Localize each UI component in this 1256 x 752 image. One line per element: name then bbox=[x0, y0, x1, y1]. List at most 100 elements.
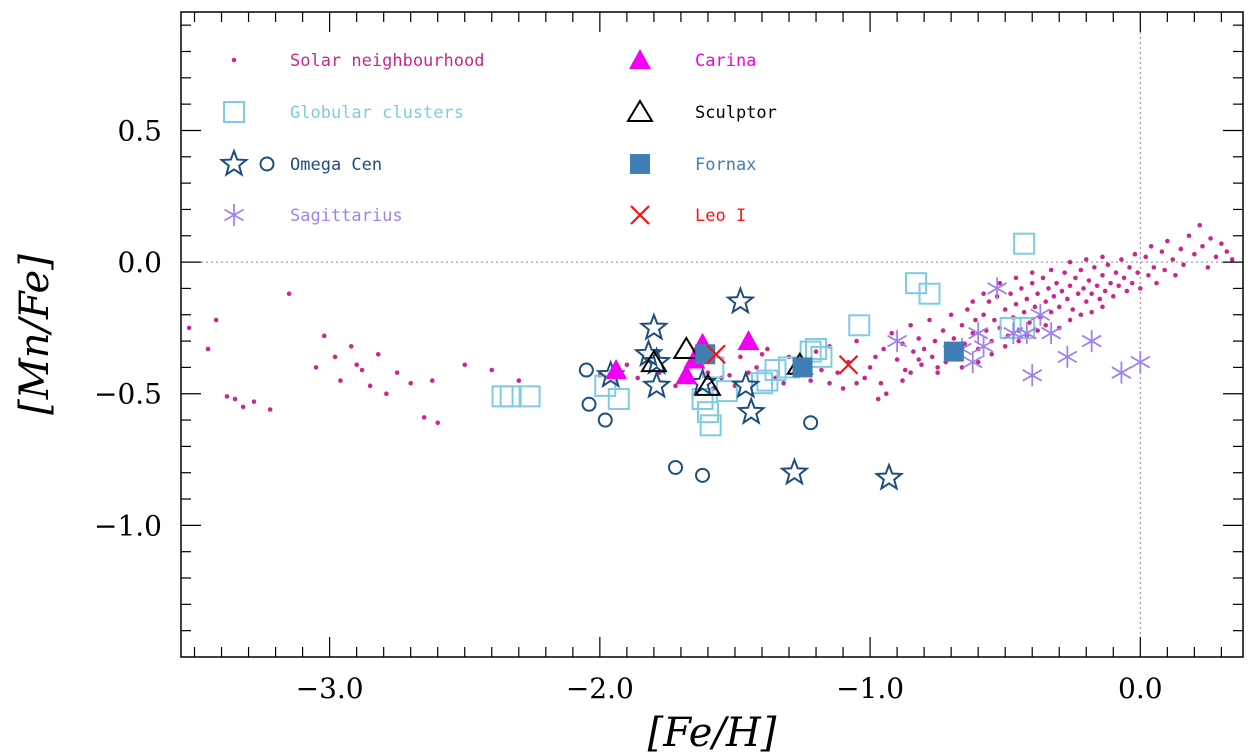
data-series bbox=[187, 223, 1235, 489]
legend-item: Fornax bbox=[630, 154, 756, 175]
legend-item: Leo I bbox=[631, 206, 746, 226]
data-point bbox=[1073, 276, 1078, 281]
data-point bbox=[1133, 252, 1138, 257]
data-point bbox=[1079, 268, 1084, 273]
data-point bbox=[1022, 310, 1027, 315]
data-point bbox=[493, 386, 513, 406]
data-point bbox=[1035, 328, 1040, 333]
x-tick-label: 0.0 bbox=[1118, 672, 1163, 705]
data-point bbox=[997, 281, 1002, 286]
data-point bbox=[981, 291, 986, 296]
data-point bbox=[1111, 294, 1116, 299]
legend-item: Sagittarius bbox=[224, 204, 402, 226]
legend: Solar neighbourhood Globular clusters Omeg… bbox=[222, 49, 777, 226]
data-point bbox=[1041, 276, 1046, 281]
x-tick-label: −3.0 bbox=[296, 672, 364, 705]
data-point bbox=[881, 347, 886, 352]
data-point bbox=[1214, 255, 1219, 260]
data-point bbox=[960, 323, 965, 328]
data-point bbox=[1179, 247, 1184, 252]
data-point bbox=[1057, 305, 1062, 310]
data-point bbox=[1049, 310, 1054, 315]
data-point bbox=[879, 381, 884, 386]
data-point bbox=[1154, 281, 1159, 286]
data-point bbox=[1062, 270, 1067, 275]
data-point bbox=[206, 347, 211, 352]
data-point bbox=[1116, 283, 1121, 288]
data-point bbox=[1100, 255, 1105, 260]
data-point bbox=[1114, 270, 1119, 275]
data-point bbox=[1219, 241, 1224, 246]
legend-label: Fornax bbox=[695, 155, 756, 175]
data-point bbox=[1043, 299, 1048, 304]
data-point bbox=[738, 355, 743, 360]
data-point bbox=[1197, 223, 1202, 228]
data-point bbox=[1112, 362, 1131, 384]
data-point bbox=[252, 399, 257, 404]
data-point bbox=[916, 357, 921, 362]
data-point bbox=[1068, 318, 1073, 323]
data-point bbox=[952, 336, 957, 341]
legend-marker-icon bbox=[629, 49, 651, 69]
data-point bbox=[1079, 312, 1084, 317]
data-point bbox=[1106, 262, 1111, 267]
data-point bbox=[1165, 239, 1170, 244]
data-point bbox=[1206, 265, 1211, 270]
x-axis-label: [Fe/H] bbox=[648, 710, 777, 752]
data-point bbox=[808, 378, 813, 383]
data-point bbox=[737, 330, 759, 350]
data-point bbox=[873, 355, 878, 360]
data-point bbox=[599, 414, 612, 427]
legend-marker-icon bbox=[224, 102, 244, 122]
data-point bbox=[1035, 291, 1040, 296]
data-point bbox=[1143, 255, 1148, 260]
data-point bbox=[669, 461, 682, 474]
data-point bbox=[1054, 281, 1059, 286]
data-point bbox=[338, 378, 343, 383]
legend-item: Omega Cen bbox=[222, 151, 382, 175]
data-point bbox=[933, 339, 938, 344]
legend-label: Sagittarius bbox=[290, 206, 403, 226]
data-point bbox=[930, 355, 935, 360]
data-point bbox=[376, 352, 381, 357]
legend-label: Solar neighbourhood bbox=[290, 51, 484, 71]
x-tick-label: −2.0 bbox=[566, 672, 634, 705]
data-point bbox=[1127, 265, 1132, 270]
data-point bbox=[1097, 297, 1102, 302]
data-point bbox=[827, 381, 832, 386]
data-point bbox=[1068, 283, 1073, 288]
data-point bbox=[854, 339, 859, 344]
data-point bbox=[635, 376, 640, 381]
data-point bbox=[739, 399, 764, 423]
data-point bbox=[814, 349, 819, 354]
data-point bbox=[1046, 286, 1051, 291]
data-point bbox=[941, 328, 946, 333]
data-point bbox=[1100, 273, 1105, 278]
data-point bbox=[973, 318, 978, 323]
data-point bbox=[349, 344, 354, 349]
y-tick-label: −1.0 bbox=[94, 509, 162, 542]
data-point bbox=[1149, 244, 1154, 249]
data-point bbox=[781, 381, 786, 386]
data-point bbox=[489, 368, 494, 373]
data-point bbox=[642, 315, 667, 339]
data-point bbox=[760, 352, 765, 357]
data-point bbox=[804, 416, 817, 429]
data-point bbox=[876, 397, 881, 402]
data-point bbox=[877, 465, 902, 489]
legend-label: Globular clusters bbox=[290, 103, 464, 123]
data-point bbox=[992, 318, 997, 323]
legend-marker-icon bbox=[628, 101, 652, 121]
legend-item: Sculptor bbox=[628, 101, 777, 123]
y-tick-label: −0.5 bbox=[94, 378, 162, 411]
data-point bbox=[501, 386, 521, 406]
data-point bbox=[1100, 305, 1105, 310]
data-point bbox=[696, 469, 709, 482]
data-point bbox=[981, 312, 986, 317]
data-point bbox=[1076, 291, 1081, 296]
data-point bbox=[1033, 305, 1038, 310]
data-point bbox=[384, 391, 389, 396]
data-point bbox=[727, 373, 732, 378]
data-point bbox=[1173, 273, 1178, 278]
data-point bbox=[1162, 268, 1167, 273]
